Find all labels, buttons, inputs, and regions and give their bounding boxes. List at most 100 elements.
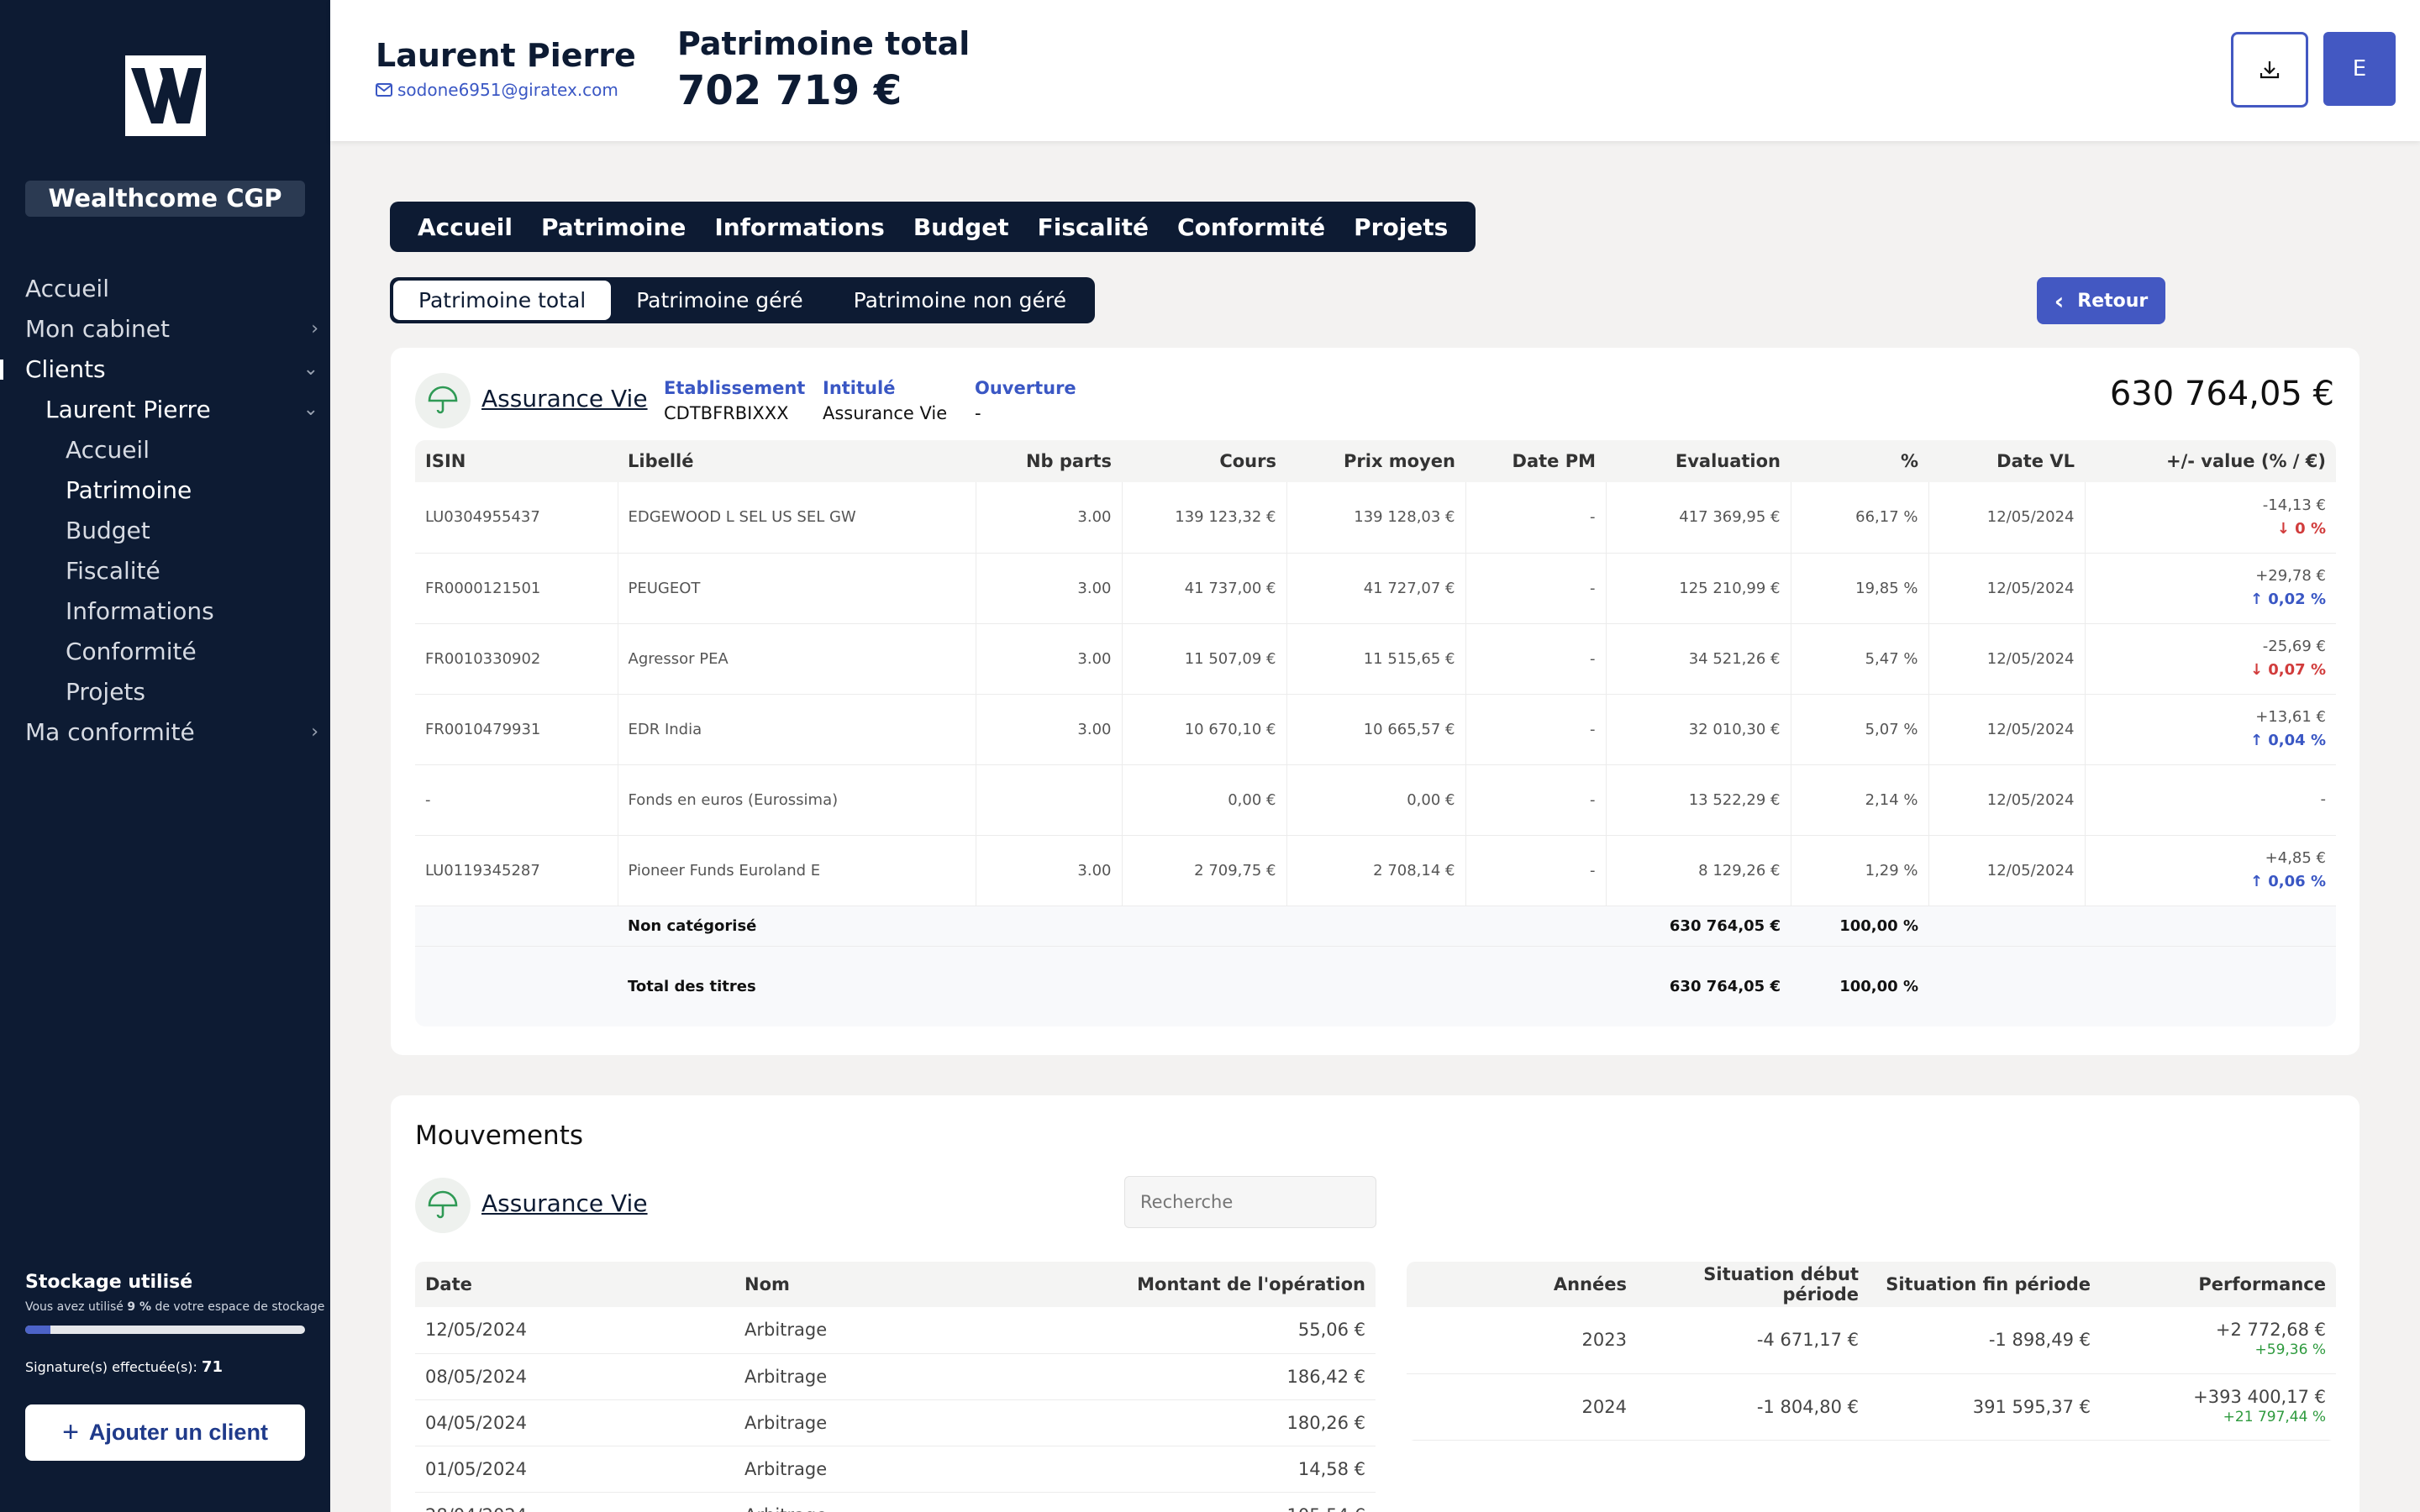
tab-fiscalité[interactable]: Fiscalité bbox=[1037, 213, 1150, 241]
subtab-patrimoine-non-géré[interactable]: Patrimoine non géré bbox=[853, 288, 1067, 312]
col-header[interactable]: Cours bbox=[1122, 440, 1286, 482]
subtab-patrimoine-géré[interactable]: Patrimoine géré bbox=[636, 288, 803, 312]
col-nom[interactable]: Nom bbox=[734, 1262, 1071, 1307]
sidebar-item-mon-cabinet[interactable]: Mon cabinet › bbox=[0, 309, 330, 349]
sidebar-item-informations[interactable]: Informations bbox=[0, 591, 330, 632]
performance-row: 2024 -1 804,80 €391 595,37 € +393 400,17 €… bbox=[1407, 1373, 2336, 1441]
subtotal-row: Non catégorisé 630 764,05 €100,00 % bbox=[415, 906, 2336, 947]
cell-montant: 105,54 € bbox=[1071, 1492, 1376, 1512]
col-header[interactable]: Libellé bbox=[618, 440, 976, 482]
col-header[interactable]: Date VL bbox=[1928, 440, 2085, 482]
total-eval: 630 764,05 € bbox=[1606, 946, 1791, 1026]
subtotal-label: Non catégorisé bbox=[618, 906, 1606, 947]
holdings-table: ISIN Libellé Nb parts Cours Prix moyen Date P… bbox=[415, 440, 2336, 1026]
search-input[interactable] bbox=[1124, 1176, 1376, 1228]
main-tabs: Accueil Patrimoine Informations Budget Fisca… bbox=[390, 202, 1476, 252]
brand-logo[interactable] bbox=[125, 55, 206, 136]
sidebar-item-fiscalité[interactable]: Fiscalité bbox=[0, 551, 330, 591]
col-header[interactable]: % bbox=[1791, 440, 1928, 482]
mouvements-contract-link[interactable]: Assurance Vie bbox=[481, 1189, 648, 1217]
tab-budget[interactable]: Budget bbox=[913, 213, 1009, 241]
meta-intitule: Intitulé Assurance Vie bbox=[823, 378, 948, 423]
sidebar: Wealthcome CGP Accueil Mon cabinet › Client… bbox=[0, 0, 330, 1512]
cell-pct: 5,47 % bbox=[1791, 623, 1929, 695]
cell-prix: 2 708,14 € bbox=[1286, 835, 1466, 906]
col-header[interactable]: Evaluation bbox=[1606, 440, 1791, 482]
sidebar-item-projets[interactable]: Projets bbox=[0, 672, 330, 712]
cell-parts: 3.00 bbox=[976, 623, 1123, 695]
patrimoine-total-label: Patrimoine total bbox=[677, 25, 971, 62]
sidebar-item-label: Fiscalité bbox=[66, 557, 160, 585]
cell-libelle: Fonds en euros (Eurossima) bbox=[618, 764, 976, 836]
col-header[interactable]: Date PM bbox=[1465, 440, 1606, 482]
cell-parts: 3.00 bbox=[976, 694, 1123, 765]
mouvement-row[interactable]: 08/05/2024 Arbitrage 186,42 € bbox=[415, 1353, 1376, 1400]
mouvement-row[interactable]: 12/05/2024 Arbitrage 55,06 € bbox=[415, 1307, 1376, 1354]
cell-cours: 0,00 € bbox=[1122, 764, 1287, 836]
sidebar-item-conformité[interactable]: Conformité bbox=[0, 632, 330, 672]
sidebar-item-accueil[interactable]: Accueil bbox=[0, 430, 330, 470]
mouvement-row[interactable]: 01/05/2024 Arbitrage 14,58 € bbox=[415, 1446, 1376, 1493]
plus-icon: + bbox=[62, 1416, 79, 1448]
add-client-button[interactable]: + Ajouter un client bbox=[25, 1404, 305, 1461]
mouvement-row[interactable]: 04/05/2024 Arbitrage 180,26 € bbox=[415, 1399, 1376, 1446]
holding-row[interactable]: FR0000121501 PEUGEOT 3.00 41 737,00 €41 727… bbox=[415, 553, 2336, 624]
cell-parts bbox=[976, 764, 1123, 836]
chevron-icon: ⌄ bbox=[302, 359, 318, 380]
holding-row[interactable]: FR0010330902 Agressor PEA 3.00 11 507,09 €1… bbox=[415, 623, 2336, 695]
tab-informations[interactable]: Informations bbox=[714, 213, 885, 241]
user-avatar[interactable]: E bbox=[2323, 32, 2396, 106]
tab-accueil[interactable]: Accueil bbox=[418, 213, 513, 241]
sidebar-item-accueil[interactable]: Accueil bbox=[0, 269, 330, 309]
holding-row[interactable]: LU0304955437 EDGEWOOD L SEL US SEL GW 3.00… bbox=[415, 482, 2336, 554]
brand-name: Wealthcome CGP bbox=[25, 181, 305, 217]
meta-etablissement: Etablissement CDTBFRBIXXX bbox=[664, 378, 806, 423]
sidebar-nav: Accueil Mon cabinet › Clients ⌄ Laurent Pierr… bbox=[0, 269, 330, 753]
sidebar-item-patrimoine[interactable]: Patrimoine bbox=[0, 470, 330, 511]
cell-debut: -4 671,17 € bbox=[1637, 1307, 1869, 1374]
subtotal-pct: 100,00 % bbox=[1791, 906, 1928, 947]
cell-eval: 13 522,29 € bbox=[1606, 764, 1791, 836]
subtab-patrimoine-total[interactable]: Patrimoine total bbox=[393, 281, 612, 320]
col-header[interactable]: Nb parts bbox=[976, 440, 1122, 482]
cell-libelle: Agressor PEA bbox=[618, 623, 976, 695]
tab-projets[interactable]: Projets bbox=[1354, 213, 1449, 241]
sidebar-item-label: Ma conformité bbox=[25, 718, 195, 746]
col-date[interactable]: Date bbox=[415, 1262, 734, 1307]
performance-amount: +393 400,17 € bbox=[2193, 1386, 2326, 1407]
download-button[interactable] bbox=[2231, 32, 2308, 108]
cell-pct: 1,29 % bbox=[1791, 835, 1929, 906]
cell-nom: Arbitrage bbox=[734, 1492, 1071, 1512]
holding-row[interactable]: LU0119345287 Pioneer Funds Euroland E 3.00… bbox=[415, 835, 2336, 906]
tab-patrimoine[interactable]: Patrimoine bbox=[540, 213, 687, 241]
col-header[interactable]: ISIN bbox=[415, 440, 618, 482]
sidebar-item-clients[interactable]: Clients ⌄ bbox=[0, 349, 330, 390]
col-header[interactable]: Prix moyen bbox=[1286, 440, 1465, 482]
sidebar-item-laurent-pierre[interactable]: Laurent Pierre ⌄ bbox=[0, 390, 330, 430]
sidebar-item-label: Projets bbox=[66, 678, 145, 706]
performance-amount: +2 772,68 € bbox=[2215, 1320, 2326, 1341]
holding-row[interactable]: - Fonds en euros (Eurossima) 0,00 €0,00 € -… bbox=[415, 764, 2336, 836]
cell-date: 04/05/2024 bbox=[415, 1399, 734, 1446]
plus-value-percent: ↑ 0,02 % bbox=[2249, 591, 2326, 608]
holding-row[interactable]: FR0010479931 EDR India 3.00 10 670,10 €10 6… bbox=[415, 694, 2336, 765]
cell-libelle: PEUGEOT bbox=[618, 553, 976, 624]
sidebar-item-label: Mon cabinet bbox=[25, 315, 170, 343]
col-header[interactable]: +/- value (% / €) bbox=[2085, 440, 2336, 482]
sidebar-item-budget[interactable]: Budget bbox=[0, 511, 330, 551]
cell-date: 28/04/2024 bbox=[415, 1492, 734, 1512]
cell-eval: 32 010,30 € bbox=[1606, 694, 1791, 765]
client-email[interactable]: sodone6951@giratex.com bbox=[376, 80, 618, 100]
cell-isin: - bbox=[415, 764, 618, 836]
col-montant[interactable]: Montant de l'opération bbox=[1071, 1262, 1376, 1307]
tab-conformité[interactable]: Conformité bbox=[1177, 213, 1326, 241]
storage-title: Stockage utilisé bbox=[25, 1272, 193, 1293]
cell-pct: 66,17 % bbox=[1791, 482, 1929, 554]
cell-plus-value: -25,69 € ↓ 0,07 % bbox=[2085, 623, 2336, 695]
plus-value-amount: -14,13 € bbox=[2262, 496, 2326, 514]
sidebar-item-ma-conformité[interactable]: Ma conformité › bbox=[0, 712, 330, 753]
contract-link[interactable]: Assurance Vie bbox=[481, 385, 648, 412]
retour-button[interactable]: ‹ Retour bbox=[2037, 277, 2165, 324]
mouvement-row[interactable]: 28/04/2024Arbitrage105,54 € bbox=[415, 1492, 1376, 1512]
cell-isin: FR0010330902 bbox=[415, 623, 618, 695]
